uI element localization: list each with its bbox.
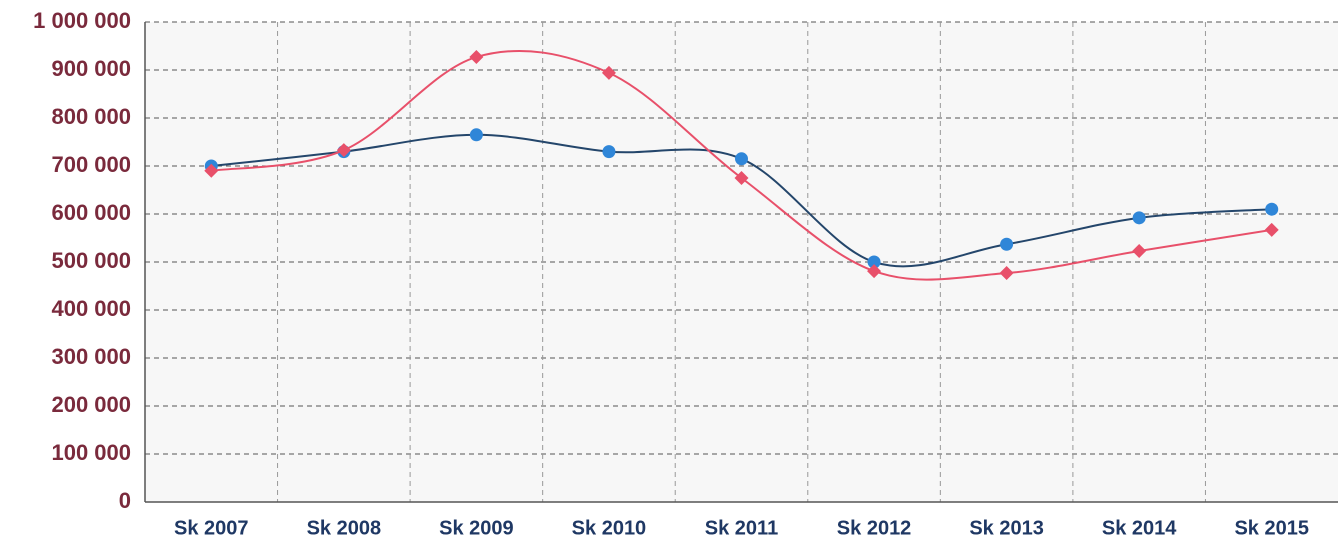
y-tick-label: 100 000: [51, 440, 131, 465]
point: [1264, 222, 1279, 237]
x-tick-label: Sk 2011: [705, 517, 778, 539]
y-tick-label: 500 000: [51, 248, 131, 273]
point: [999, 266, 1014, 281]
point: [1000, 237, 1014, 251]
y-tick-label: 300 000: [51, 344, 131, 369]
point: [601, 65, 616, 80]
y-tick-label: 800 000: [51, 104, 131, 129]
y-tick-label: 0: [119, 488, 131, 513]
y-tick-label: 200 000: [51, 392, 131, 417]
point: [734, 171, 749, 185]
y-tick-label: 700 000: [51, 152, 131, 177]
x-tick-label: Sk 2015: [1234, 517, 1309, 539]
point: [336, 143, 351, 158]
point: [867, 264, 882, 279]
x-tick-label: Sk 2010: [572, 517, 647, 539]
point: [1132, 211, 1146, 225]
x-tick-label: Sk 2008: [307, 517, 382, 539]
x-tick-label: Sk 2009: [439, 517, 514, 539]
point: [1265, 202, 1279, 216]
y-tick-label: 1 000 000: [33, 8, 131, 33]
y-tick-label: 400 000: [51, 296, 131, 321]
point: [867, 255, 881, 269]
point: [204, 163, 219, 178]
y-tick-label: 900 000: [51, 56, 131, 81]
y-tick-label: 600 000: [51, 200, 131, 225]
point: [469, 50, 484, 65]
point: [735, 152, 748, 166]
point: [1132, 243, 1147, 258]
x-tick-label: Sk 2012: [837, 517, 912, 539]
series-line: [211, 49, 1272, 281]
x-tick-label: Sk 2007: [174, 517, 249, 539]
point: [602, 145, 616, 159]
x-tick-label: Sk 2014: [1102, 517, 1177, 539]
point: [469, 128, 483, 142]
x-tick-label: Sk 2013: [969, 517, 1044, 539]
